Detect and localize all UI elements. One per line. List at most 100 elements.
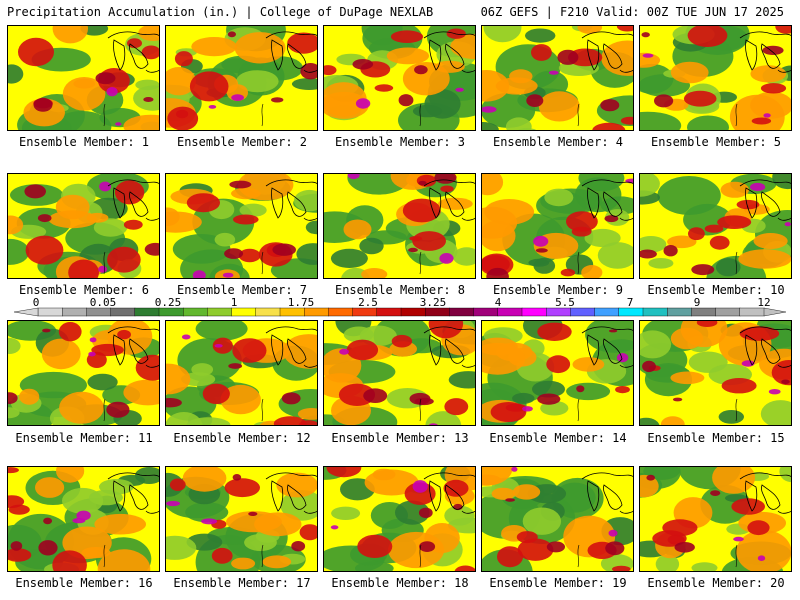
precip-blob (584, 228, 621, 248)
border-line (103, 251, 106, 275)
precip-blob (273, 416, 307, 425)
precip-blob (670, 61, 709, 84)
precip-blob (578, 174, 625, 192)
precip-blob (434, 174, 457, 184)
ensemble-member-label: Ensemble Member: 3 (334, 135, 466, 149)
border-line (261, 103, 264, 127)
precip-blob (214, 344, 223, 348)
great-lakes-outline (423, 179, 475, 221)
precip-blob (771, 360, 791, 386)
precip-blob (202, 383, 230, 404)
precip-blob (38, 540, 58, 556)
color-scale-bin (304, 307, 329, 317)
precip-blob (127, 38, 142, 49)
precip-blob (505, 498, 515, 502)
ensemble-member-label: Ensemble Member: 14 (489, 431, 627, 445)
precip-blob (491, 487, 515, 500)
precip-blob (8, 548, 32, 562)
border-line (261, 251, 264, 275)
border-line (735, 251, 738, 275)
precip-blob (577, 26, 603, 34)
ensemble-map-panel (323, 320, 476, 426)
precip-blob (526, 94, 544, 107)
ensemble-member-label: Ensemble Member: 12 (173, 431, 311, 445)
color-scale-tick-label: 9 (693, 296, 701, 309)
color-scale-tick-label: 1.75 (287, 296, 315, 309)
great-lakes-outline (739, 472, 791, 514)
ensemble-member-label: Ensemble Member: 20 (647, 576, 785, 590)
precip-blob (98, 265, 108, 273)
precip-blob (608, 329, 618, 333)
color-scale-max-arrow (763, 307, 787, 317)
precip-blob (482, 467, 513, 486)
precip-blob (62, 487, 104, 514)
precip-blob (24, 184, 46, 199)
precip-blob (299, 524, 317, 541)
precip-blob (191, 37, 237, 57)
precip-blob (662, 519, 698, 537)
border-line (419, 251, 422, 275)
color-scale-bin (110, 307, 136, 317)
color-scale-bin (618, 307, 644, 317)
color-scale-tick-label: 0 (32, 296, 40, 309)
ensemble-member-label: Ensemble Member: 10 (647, 283, 785, 297)
precip-blob (390, 30, 424, 43)
precip-blob (418, 180, 427, 186)
precip-field (640, 321, 791, 425)
precip-blob (696, 321, 718, 327)
precip-blob (667, 534, 685, 545)
color-scale-bin (134, 307, 160, 317)
border-line (419, 544, 422, 568)
great-lakes-outline (107, 179, 159, 221)
precip-blob (688, 227, 705, 241)
precip-blob (768, 389, 781, 395)
ensemble-map-panel (165, 173, 318, 279)
border-line (261, 398, 264, 422)
precip-blob (330, 525, 339, 530)
precip-blob (518, 128, 537, 130)
precip-blob (331, 506, 361, 520)
precip-blob (8, 495, 25, 508)
precip-blob (87, 373, 118, 391)
precip-blob (166, 363, 191, 395)
color-scale-bin (207, 307, 233, 317)
ensemble-member-label: Ensemble Member: 5 (650, 135, 782, 149)
precip-blob (357, 534, 393, 558)
border-line (261, 544, 264, 568)
precip-blob (58, 322, 82, 342)
color-scale-bin (62, 307, 87, 317)
precip-blob (428, 321, 464, 339)
precip-blob (434, 60, 465, 73)
precip-blob (535, 248, 548, 253)
great-lakes-outline (581, 31, 633, 73)
precip-blob (86, 212, 109, 223)
precip-field (8, 26, 159, 130)
precip-blob (166, 211, 202, 233)
precip-blob (97, 549, 151, 571)
precip-blob (8, 64, 24, 84)
precip-blob (667, 235, 697, 249)
precip-field (8, 174, 159, 278)
precip-blob (291, 541, 306, 552)
precip-blob (343, 219, 372, 240)
precip-blob (608, 529, 618, 537)
precip-blob (166, 398, 182, 408)
precip-blob (106, 87, 118, 97)
border-line (577, 398, 580, 422)
ensemble-member-label: Ensemble Member: 11 (15, 431, 153, 445)
color-scale-bin (497, 307, 523, 317)
precip-field (482, 467, 633, 571)
precip-blob (18, 37, 54, 67)
precip-blob (10, 541, 23, 551)
precip-blob (283, 334, 317, 369)
color-scale-bin (231, 307, 257, 317)
precip-blob (736, 530, 791, 571)
border-line (577, 544, 580, 568)
color-scale-bin (328, 307, 354, 317)
ensemble-member-label: Ensemble Member: 17 (173, 576, 311, 590)
precip-blob (750, 182, 766, 192)
precip-blob (330, 248, 368, 268)
precip-blob (615, 386, 630, 394)
ensemble-map-panel (7, 320, 160, 426)
great-lakes-outline (581, 472, 633, 514)
